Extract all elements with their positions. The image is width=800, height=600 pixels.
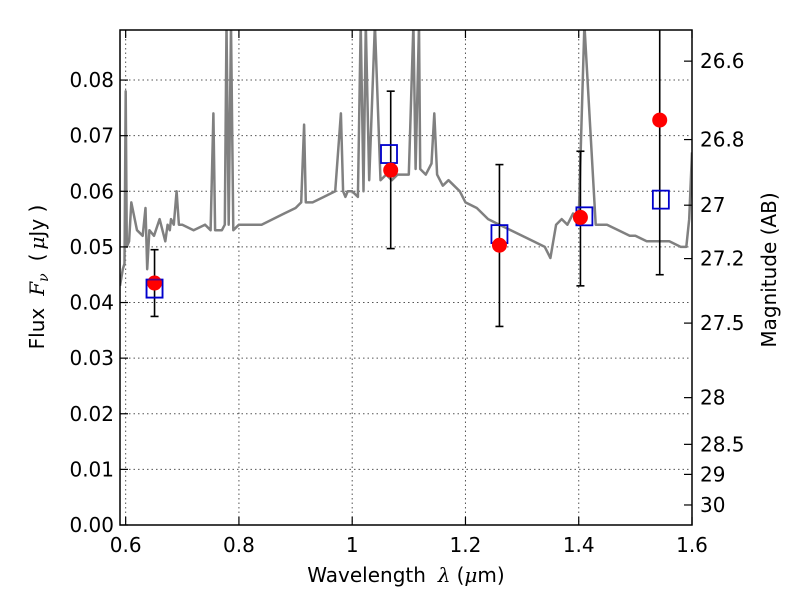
x-axis-label: Wavelength λ (μm) bbox=[307, 563, 504, 587]
y2-tick-label: 29 bbox=[700, 462, 725, 486]
y-tick-label: 0.05 bbox=[69, 235, 114, 259]
observed-point bbox=[491, 237, 507, 253]
y2-tick-label: 27.5 bbox=[700, 311, 745, 335]
x-tick-label: 0.8 bbox=[223, 533, 255, 557]
observed-point bbox=[147, 275, 163, 291]
y2-tick-label: 28.5 bbox=[700, 432, 745, 456]
plot-frame bbox=[119, 29, 693, 526]
y-tick-label: 0.00 bbox=[69, 513, 114, 537]
y-tick-label: 0.08 bbox=[69, 68, 114, 92]
x-tick-label: 1.4 bbox=[563, 533, 595, 557]
y-tick-label: 0.07 bbox=[69, 124, 114, 148]
y-axis-label: FluxFν(μJy ) bbox=[25, 205, 52, 350]
model-point-overlay bbox=[145, 278, 164, 299]
observed-point bbox=[383, 162, 399, 178]
y2-tick-label: 28 bbox=[700, 386, 725, 410]
y-tick-label: 0.06 bbox=[69, 179, 114, 203]
y2-tick-label: 26.6 bbox=[700, 49, 745, 73]
x-tick-label: 1.2 bbox=[450, 533, 482, 557]
x-axis-ticks: 0.6 0.8 1 1.2 1.4 1.6 bbox=[110, 30, 708, 557]
x-tick-label: 1.6 bbox=[676, 533, 708, 557]
y2-tick-label: 26.8 bbox=[700, 128, 745, 152]
y-tick-label: 0.02 bbox=[69, 402, 114, 426]
y2-axis-ticks: 26.6 26.8 27 27.2 27.5 28 28.5 29 30 bbox=[684, 49, 745, 517]
model-point bbox=[651, 189, 670, 210]
y-axis-ticks: 0.00 0.01 0.02 0.03 0.04 0.05 0.06 0.07 0.08 bbox=[69, 68, 128, 537]
observed-points bbox=[145, 112, 668, 299]
y2-axis-label: Magnitude (AB) bbox=[757, 192, 781, 347]
x-tick-label: 0.6 bbox=[110, 533, 142, 557]
y2-tick-label: 30 bbox=[700, 493, 725, 517]
x-tick-label: 1 bbox=[346, 533, 359, 557]
plot-area bbox=[120, 30, 692, 328]
model-spectrum-line bbox=[120, 30, 692, 287]
y2-tick-label: 27 bbox=[700, 193, 725, 217]
observed-point bbox=[572, 209, 588, 225]
y-tick-label: 0.03 bbox=[69, 346, 114, 370]
y-tick-label: 0.04 bbox=[69, 291, 114, 315]
y2-tick-label: 27.2 bbox=[700, 247, 745, 271]
observed-point bbox=[652, 112, 668, 128]
y-tick-label: 0.01 bbox=[69, 457, 114, 481]
